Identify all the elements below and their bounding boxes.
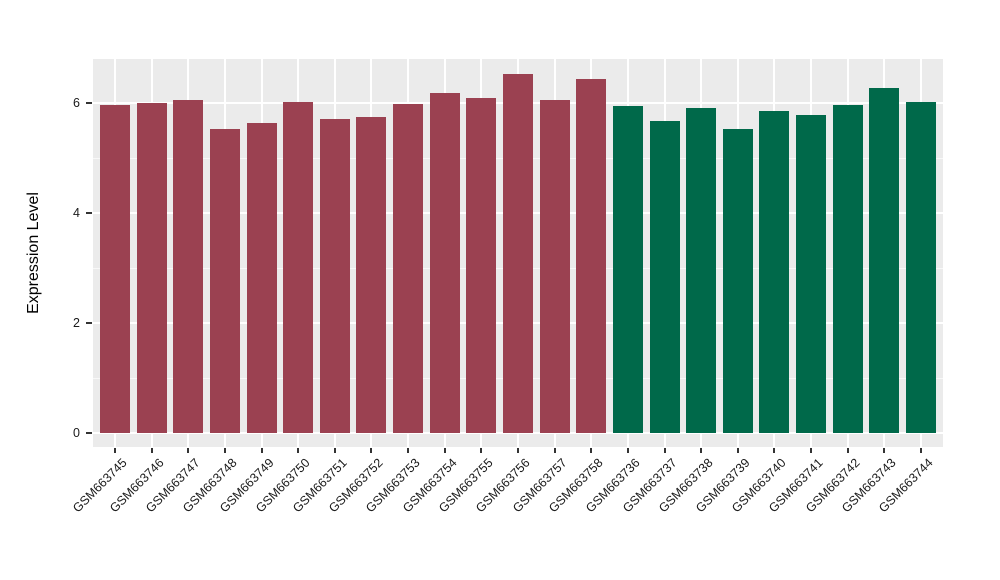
y-axis-title: Expression Level <box>25 192 42 314</box>
bar-GSM663750 <box>283 102 314 433</box>
x-tick-mark-GSM663746 <box>150 448 153 453</box>
x-tick-mark-GSM663758 <box>590 448 593 453</box>
bar-GSM663737 <box>649 120 680 433</box>
y-tick-label-2: 2 <box>73 316 80 330</box>
x-tick-mark-GSM663747 <box>187 448 190 453</box>
x-tick-mark-GSM663751 <box>333 448 336 453</box>
bar-GSM663739 <box>722 129 753 433</box>
bar-GSM663753 <box>393 104 424 433</box>
bar-GSM663754 <box>429 93 460 433</box>
x-tick-mark-GSM663755 <box>480 448 483 453</box>
bar-GSM663742 <box>832 105 863 433</box>
bar-GSM663744 <box>906 101 937 433</box>
x-tick-mark-GSM663749 <box>260 448 263 453</box>
bar-GSM663757 <box>539 100 570 433</box>
y-tick-mark-6 <box>86 102 92 104</box>
bar-GSM663751 <box>319 118 350 433</box>
y-tick-mark-2 <box>86 322 92 324</box>
x-tick-mark-GSM663752 <box>370 448 373 453</box>
bar-GSM663749 <box>246 123 277 433</box>
x-tick-mark-GSM663738 <box>700 448 703 453</box>
bar-GSM663752 <box>356 116 387 433</box>
x-tick-mark-GSM663743 <box>883 448 886 453</box>
bar-GSM663741 <box>796 115 827 433</box>
x-tick-mark-GSM663754 <box>443 448 446 453</box>
y-tick-mark-4 <box>86 212 92 214</box>
x-tick-mark-GSM663741 <box>810 448 813 453</box>
x-tick-mark-GSM663745 <box>113 448 116 453</box>
x-tick-mark-GSM663736 <box>626 448 629 453</box>
y-tick-mark-0 <box>86 432 92 434</box>
x-tick-mark-GSM663739 <box>736 448 739 453</box>
y-tick-label-4: 4 <box>73 206 80 220</box>
x-tick-mark-GSM663737 <box>663 448 666 453</box>
bar-GSM663743 <box>869 87 900 433</box>
bar-GSM663747 <box>173 99 204 433</box>
bar-GSM663755 <box>466 98 497 433</box>
bar-GSM663740 <box>759 111 790 433</box>
y-tick-label-6: 6 <box>73 96 80 110</box>
x-tick-mark-GSM663742 <box>846 448 849 453</box>
plot-panel <box>93 59 943 447</box>
bar-GSM663736 <box>612 105 643 433</box>
bar-GSM663738 <box>686 107 717 433</box>
x-tick-mark-GSM663740 <box>773 448 776 453</box>
x-tick-mark-GSM663757 <box>553 448 556 453</box>
bar-GSM663746 <box>136 103 167 433</box>
x-tick-mark-GSM663748 <box>223 448 226 453</box>
bar-GSM663748 <box>209 129 240 433</box>
bar-GSM663758 <box>576 79 607 433</box>
x-tick-mark-GSM663753 <box>407 448 410 453</box>
x-tick-mark-GSM663750 <box>297 448 300 453</box>
bar-GSM663756 <box>503 74 533 433</box>
x-tick-mark-GSM663756 <box>517 448 519 453</box>
y-tick-label-0: 0 <box>73 426 80 440</box>
bar-GSM663745 <box>99 104 130 433</box>
x-tick-mark-GSM663744 <box>920 448 923 453</box>
